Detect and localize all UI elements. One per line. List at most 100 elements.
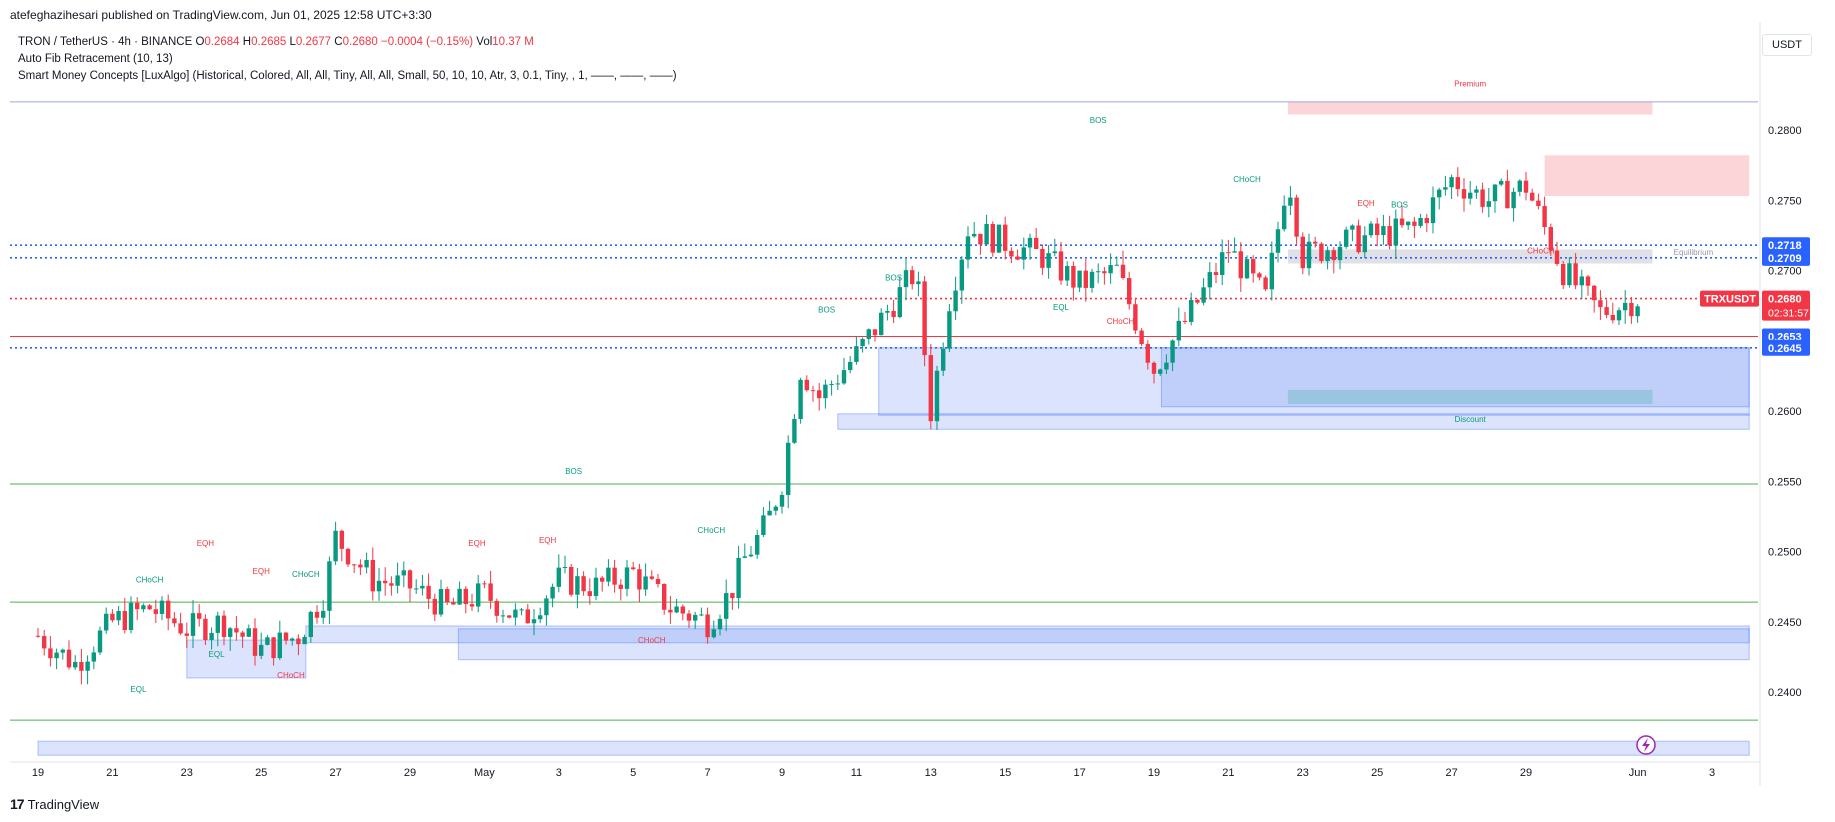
candle-body — [42, 636, 47, 649]
structure-label-bos: BOS — [1391, 200, 1408, 209]
candle-body — [1523, 180, 1529, 193]
x-tick-label: May — [474, 767, 495, 779]
structure-label-bos: BOS — [885, 273, 902, 282]
candle-body — [445, 589, 450, 603]
ohlc-row: TRON / TetherUS · 4h · BINANCE O0.2684 H… — [18, 34, 677, 51]
x-tick-label: 17 — [1073, 767, 1085, 779]
candle-body — [426, 585, 431, 599]
candle-body — [451, 602, 456, 605]
y-tick-label: 0.2700 — [1768, 266, 1802, 278]
candle-body — [767, 510, 772, 516]
candle-body — [1096, 271, 1101, 273]
candle-body — [1443, 187, 1448, 190]
candle-body — [699, 614, 704, 616]
candle-body — [860, 338, 865, 347]
candle-body — [668, 609, 673, 613]
candle-body — [1430, 197, 1436, 224]
price-badge-text: 0.2645 — [1768, 343, 1802, 355]
candle-body — [1077, 270, 1082, 288]
candle-body — [910, 270, 915, 285]
candle-body — [1176, 320, 1181, 341]
candle-body — [159, 600, 165, 614]
candle-body — [1418, 218, 1423, 226]
candle-body — [1604, 307, 1609, 315]
chart-legend: TRON / TetherUS · 4h · BINANCE O0.2684 H… — [18, 34, 677, 85]
candle-body — [1288, 197, 1293, 206]
candle-body — [525, 609, 530, 624]
y-tick-label: 0.2750 — [1768, 195, 1802, 207]
x-tick-label: 9 — [779, 767, 785, 779]
candle-body — [190, 613, 196, 636]
candle-body — [562, 566, 568, 568]
candle-body — [655, 578, 661, 584]
candle-body — [841, 370, 847, 384]
candle-body — [333, 530, 338, 562]
candle-body — [1275, 229, 1281, 253]
candle-body — [1294, 197, 1299, 237]
candle-body — [296, 638, 301, 645]
candle-body — [1164, 362, 1169, 370]
low-label: L — [289, 36, 296, 48]
structure-label-bos: BOS — [818, 306, 835, 315]
x-tick-label: 25 — [1371, 767, 1383, 779]
x-tick-label: 5 — [630, 767, 636, 779]
indicator-smc[interactable]: Smart Money Concepts [LuxAlgo] (Historic… — [18, 70, 677, 82]
candle-body — [290, 638, 295, 641]
candle-body — [345, 548, 351, 565]
indicator-fib[interactable]: Auto Fib Retracement (10, 13) — [18, 53, 173, 65]
structure-label-choch: CHoCH — [277, 671, 305, 680]
candle-body — [507, 615, 512, 618]
x-tick-label: 3 — [556, 767, 562, 779]
currency-button[interactable]: USDT — [1762, 34, 1812, 56]
publisher-line: atefeghazihesari published on TradingVie… — [10, 8, 432, 22]
candle-body — [941, 348, 946, 371]
candle-body — [1567, 263, 1572, 286]
candle-body — [54, 652, 59, 659]
y-tick-label: 0.2800 — [1768, 125, 1802, 137]
candle-body — [798, 379, 803, 420]
candle-body — [482, 583, 487, 585]
open-label: O — [195, 36, 205, 48]
candle-body — [110, 613, 115, 621]
candle-body — [197, 613, 202, 619]
candle-body — [500, 615, 506, 617]
candle-body — [829, 383, 834, 385]
candle-body — [618, 584, 623, 589]
candle-body — [1437, 189, 1442, 198]
candle-body — [848, 361, 853, 371]
candle-body — [1158, 369, 1163, 374]
candle-body — [1139, 330, 1144, 345]
event-marker-icon — [1636, 735, 1656, 755]
candle-body — [631, 567, 636, 570]
structure-labels: BOS BOS BOS BOS BOS CHoCH CHoCH CHoCH CHoCH CHoCH… — [130, 79, 1713, 694]
x-tick-label: 7 — [705, 767, 711, 779]
last-price-text: 0.2680 — [1768, 294, 1802, 306]
candles — [35, 167, 1640, 685]
x-tick-label: Jun — [1629, 767, 1647, 779]
symbol-label[interactable]: TRON / TetherUS · 4h · BINANCE — [18, 36, 193, 48]
candle-body — [283, 632, 289, 641]
candle-body — [1468, 192, 1473, 199]
x-tick-label: 21 — [106, 767, 118, 779]
candle-body — [1542, 206, 1547, 228]
x-tick-label: 27 — [1445, 767, 1457, 779]
candle-body — [885, 310, 890, 313]
x-tick-label: 23 — [1297, 767, 1309, 779]
candle-body — [792, 419, 797, 443]
candle-body — [1387, 226, 1392, 246]
structure-label-eqh: EQH — [468, 539, 486, 548]
candle-body — [1133, 304, 1138, 331]
candle-body — [1554, 250, 1560, 264]
tradingview-logo[interactable]: 17 TradingView — [10, 796, 99, 812]
candle-body — [612, 567, 617, 585]
candle-body — [432, 598, 437, 615]
x-tick-label: 3 — [1709, 767, 1715, 779]
candle-body — [259, 644, 264, 656]
candle-body — [1120, 264, 1126, 279]
close-value: 0.2680 — [342, 36, 378, 48]
symbol-badge — [1700, 290, 1759, 307]
structure-label-choch: CHoCH — [1107, 317, 1135, 326]
candle-body — [1040, 248, 1045, 268]
candle-body — [1306, 241, 1312, 269]
